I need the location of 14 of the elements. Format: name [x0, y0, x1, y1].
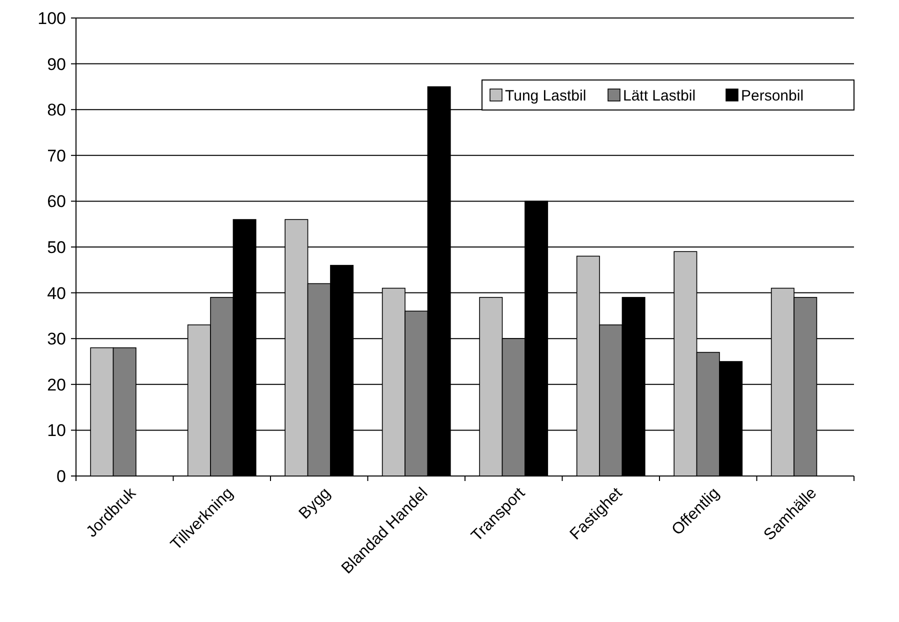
legend-label: Tung Lastbil [505, 87, 586, 104]
legend-label: Personbil [741, 87, 804, 104]
y-tick-label: 0 [56, 466, 66, 486]
y-tick-label: 60 [47, 192, 66, 212]
y-tick-label: 90 [47, 54, 66, 74]
y-tick-label: 70 [47, 146, 66, 166]
legend-label: Lätt Lastbil [623, 87, 696, 104]
y-tick-label: 40 [47, 284, 66, 303]
y-tick-label: 30 [47, 330, 66, 349]
y-tick-label: 100 [38, 8, 66, 28]
y-tick-label: 50 [47, 238, 66, 257]
y-tick-label: 10 [47, 421, 66, 440]
y-tick-label: 20 [47, 375, 66, 394]
y-tick-label: 80 [47, 100, 66, 120]
